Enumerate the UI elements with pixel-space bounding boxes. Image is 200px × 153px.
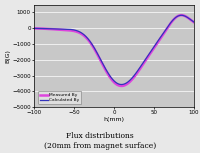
Line: Calculated By: Calculated By [34, 15, 194, 84]
Legend: Measured By, Calculated By: Measured By, Calculated By [38, 91, 81, 104]
X-axis label: h(mm): h(mm) [104, 117, 124, 122]
Calculated By [110, 76, 112, 78]
Calculated By [109, 75, 111, 77]
Calculated By [33, 27, 35, 29]
Measured By [193, 21, 195, 23]
Measured By [190, 19, 192, 21]
Measured By [110, 78, 112, 80]
Measured By [180, 14, 183, 16]
Calculated By [164, 29, 167, 31]
Measured By [120, 85, 123, 87]
Measured By [164, 30, 167, 32]
Calculated By [193, 21, 195, 23]
Y-axis label: B(G): B(G) [6, 49, 11, 63]
Calculated By [120, 84, 123, 85]
Line: Measured By: Measured By [34, 15, 194, 86]
Calculated By [190, 19, 192, 21]
Measured By [109, 76, 111, 78]
Calculated By [128, 80, 131, 82]
Measured By [33, 28, 35, 29]
Calculated By [180, 14, 182, 16]
Measured By [119, 85, 122, 87]
Calculated By [119, 84, 122, 85]
Measured By [128, 81, 131, 83]
Text: Flux distributions
(20mm from magnet surface): Flux distributions (20mm from magnet sur… [44, 132, 156, 150]
